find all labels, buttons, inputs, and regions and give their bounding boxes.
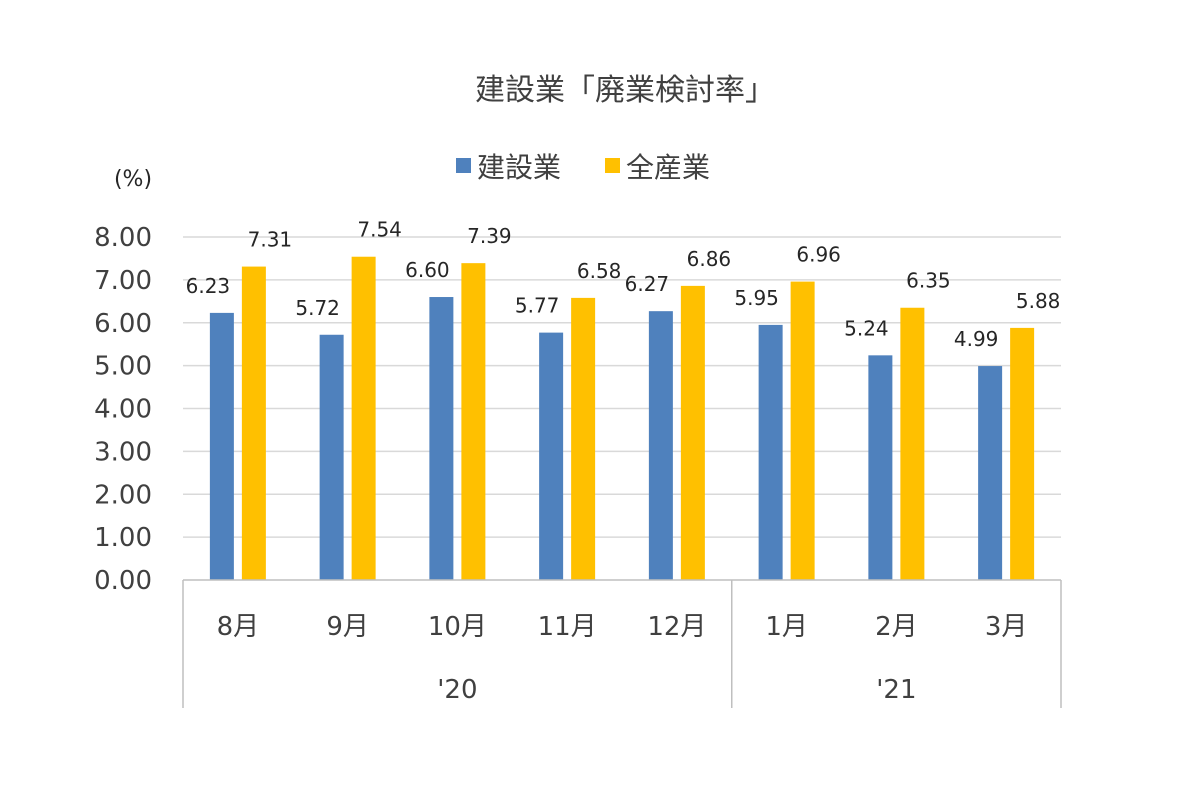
bar-construction [868,355,893,580]
value-label-all-industries: 7.54 [357,218,402,242]
bar-construction [429,297,454,580]
bar-construction [758,324,783,580]
y-tick-label: 1.00 [94,523,152,553]
x-axis [182,579,1062,708]
year-group-label: '20 [437,675,477,705]
bar-construction [209,312,234,580]
y-tick-label: 5.00 [94,352,152,382]
x-tick-label: 11月 [538,612,597,642]
value-label-all-industries: 6.35 [906,269,951,293]
value-label-all-industries: 5.88 [1016,289,1061,313]
bar-all-industries [790,281,815,580]
y-tick-label: 0.00 [94,566,152,596]
x-tick-label: 12月 [647,612,706,642]
bar-all-industries [571,297,596,580]
bar-all-industries [351,256,376,580]
value-label-construction: 4.99 [954,327,999,351]
y-tick-label: 7.00 [94,266,152,296]
value-label-all-industries: 6.58 [577,259,622,283]
x-tick-label: 2月 [875,612,918,642]
x-tick-label: 1月 [765,612,808,642]
bar-all-industries [461,263,486,580]
x-axis-ticks: 8月 9月 10月 11月 12月 1月 2月 3月 [217,612,1028,642]
value-label-all-industries: 7.31 [248,228,293,252]
bar-construction [319,334,344,580]
chart-title: 建設業「廃業検討率」 [475,73,775,108]
value-labels: 6.23 7.31 5.72 7.546.60 7.39 5.77 6.586.27 6.86… [186,218,1061,351]
legend-swatch-construction [456,158,471,173]
y-tick-label: 6.00 [94,309,152,339]
legend-swatch-all-industries [605,158,620,173]
y-tick-label: 3.00 [94,437,152,467]
bar-construction [539,332,564,580]
y-tick-label: 2.00 [94,480,152,510]
x-tick-label: 3月 [985,612,1028,642]
value-label-construction: 5.72 [295,296,340,320]
value-label-construction: 6.60 [405,258,450,282]
y-axis-ticks: 0.00 1.00 2.00 3.00 4.00 5.00 6.00 7.00 8.00 [94,223,152,596]
legend-label-all-industries: 全産業 [626,151,710,184]
bar-construction [648,311,673,580]
x-tick-label: 8月 [217,612,260,642]
value-label-all-industries: 7.39 [467,224,512,248]
value-label-construction: 6.23 [186,274,231,298]
bar-all-industries [900,307,925,580]
y-tick-label: 8.00 [94,223,152,253]
bar-all-industries [680,285,705,580]
year-group-label: '21 [876,675,916,705]
value-label-all-industries: 6.86 [687,247,732,271]
legend-label-construction: 建設業 [477,151,561,184]
bars [209,256,1035,580]
value-label-construction: 5.24 [844,316,889,340]
value-label-construction: 6.27 [625,272,670,296]
value-label-construction: 5.95 [734,286,779,310]
bar-construction [978,366,1003,580]
y-axis-unit: (%) [114,167,152,192]
bar-all-industries [1010,327,1035,580]
value-label-construction: 5.77 [515,294,560,318]
x-tick-label: 9月 [326,612,369,642]
bar-all-industries [241,266,266,580]
legend: 建設業 全産業 [456,151,710,184]
y-tick-label: 4.00 [94,395,152,425]
x-tick-label: 10月 [428,612,487,642]
year-group-labels: '20 '21 [437,675,916,705]
value-label-all-industries: 6.96 [796,243,841,267]
